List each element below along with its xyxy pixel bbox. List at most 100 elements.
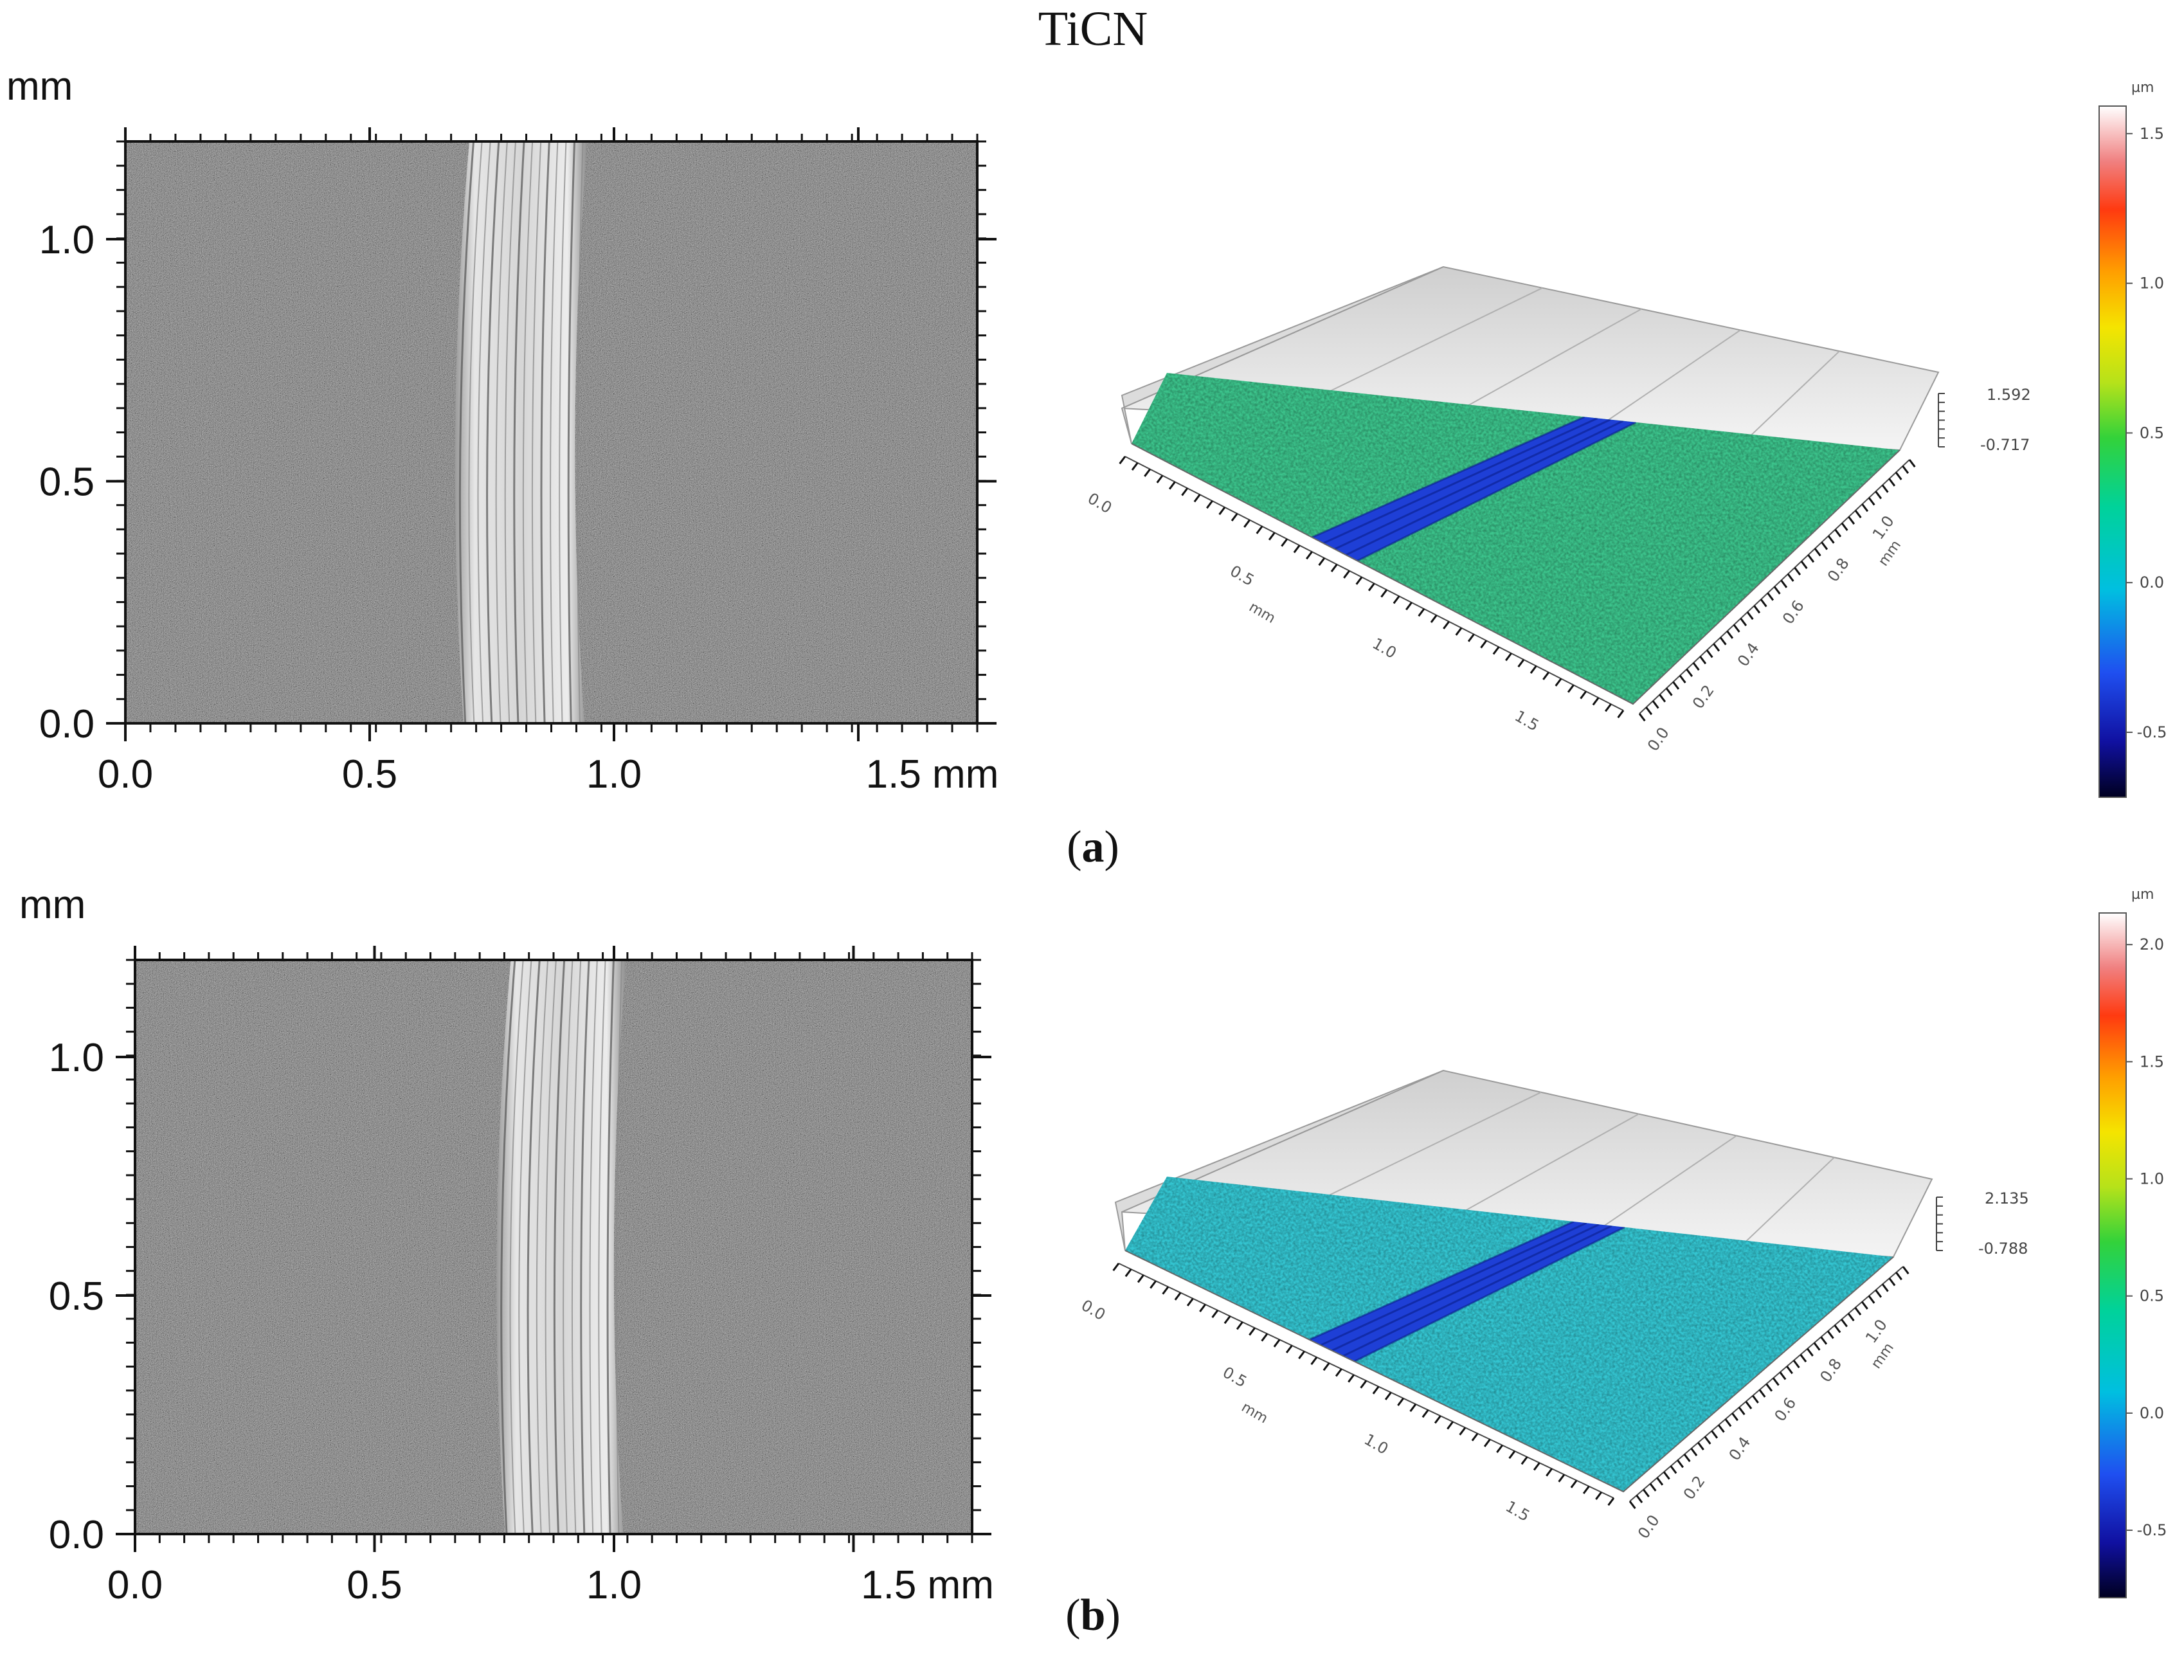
minor-tick [1181,487,1189,496]
minor-tick [1834,1324,1841,1333]
x3d-unit-label: mm [1246,599,1278,627]
minor-tick [1580,691,1587,700]
minor-tick [1211,1310,1219,1319]
minor-tick [1261,1333,1268,1342]
groove-ridge [1353,1226,1625,1362]
track-groove-line [518,960,532,1534]
track-groove-line [615,960,623,1534]
colorbar-tick-label: 1.5 [2140,1052,2164,1070]
colorbar-tick-label: 0.0 [2140,1404,2164,1422]
caption-open: ( [1067,822,1081,872]
minor-tick [1298,1350,1305,1359]
z-max-label: 2.135 [1985,1189,2029,1207]
minor-tick [1567,684,1575,693]
surface-edge [1131,443,1900,705]
minor-tick [1236,1321,1243,1330]
minor-tick [1656,1477,1664,1486]
colorbar-gradient [2098,105,2127,798]
minor-tick [1144,468,1151,477]
wear-track [455,141,588,723]
minor-tick [1384,1391,1392,1400]
minor-tick [1792,1360,1800,1369]
minor-tick [1699,656,1707,665]
minor-tick [1343,570,1350,579]
minor-tick [1834,528,1842,537]
y3d-tick-label: 0.4 [1726,1433,1755,1463]
minor-tick [1724,1418,1732,1427]
x-tick-label: 0.5 [347,1563,402,1607]
track-groove-line [486,141,500,723]
colorbar-tick-label: 1.0 [2140,1170,2164,1188]
track-groove-line [563,960,573,1534]
wear-groove [1309,1222,1625,1362]
colorbar-gradient [2098,912,2127,1598]
y3d-tick-label: 0.0 [1634,1512,1663,1542]
minor-tick [1868,497,1875,506]
minor-tick [1875,1289,1882,1298]
colorbar-tick-label: 0.5 [2140,424,2164,442]
surface-edge [1124,1250,1894,1493]
groove-ridge [1334,419,1611,550]
minor-tick [1249,1327,1256,1336]
minor-tick [1380,589,1388,598]
micrograph: 0.0 0.5 1.0 1.5 mm 0.0 0.5 1.0 mm [6,64,998,797]
y-tick-label: 0.0 [49,1513,104,1557]
minor-tick [1193,494,1201,503]
x3d-tick-label: 1.5 [1512,707,1542,735]
track-groove-line [577,141,584,723]
minor-tick [1875,491,1882,500]
track-groove-line [522,141,534,723]
x3d-tick-label: 1.0 [1361,1431,1391,1458]
y3d-tick-label: 0.6 [1779,597,1808,628]
x-tick-label: 1.0 [586,1563,642,1607]
panel-caption: (a) [1067,822,1119,872]
minor-tick [1306,551,1313,560]
minor-tick [1686,668,1693,677]
minor-tick [1827,1330,1834,1339]
minor-tick [1731,1413,1738,1422]
panel-b: 0.0 0.5 1.0 1.5 mm 0.0 0.5 1.0 mm 0.0 0.5 1.0 1.5 mm… [19,883,2167,1640]
minor-tick [1908,459,1916,468]
minor-tick [1367,583,1375,592]
minor-tick [1521,1456,1528,1465]
track-groove-line [589,960,598,1534]
y3d-tick-label: 0.4 [1734,639,1763,669]
minor-tick [1467,633,1475,642]
minor-tick [1814,548,1821,557]
y-tick-label: 1.0 [49,1036,104,1080]
groove-ridge [1331,1224,1600,1351]
minor-tick [1124,1269,1132,1278]
colorbar-tick-label: 0.5 [2140,1287,2164,1305]
minor-tick [1719,637,1727,646]
y3d-tick-label: 0.2 [1680,1472,1709,1503]
minor-tick [1760,599,1767,608]
minor-tick [1268,532,1276,541]
minor-tick [1150,1280,1157,1289]
y3d-tick-label: 1.0 [1869,512,1898,543]
minor-tick [1841,522,1848,531]
groove-ridge [1320,1222,1587,1346]
minor-tick [1256,525,1263,534]
track-groove-line [504,141,516,723]
left-wall [1121,266,1444,444]
y-unit-label: mm [19,883,86,927]
x3d-tick-label: 0.5 [1220,1363,1250,1391]
minor-tick [1285,1344,1293,1353]
y-tick-label: 0.5 [39,460,95,505]
track-groove-line [495,141,508,723]
minor-tick [1281,538,1288,547]
y-tick-label: 0.0 [39,702,95,746]
minor-tick [1767,592,1774,601]
minor-tick [1758,1389,1766,1398]
minor-tick [1555,678,1562,687]
minor-tick [1447,1421,1454,1430]
x-tick-label: 0.0 [98,752,153,797]
minor-tick [1310,1357,1318,1366]
minor-tick [1854,1306,1862,1315]
minor-tick [1231,512,1238,521]
track-groove-line [527,960,541,1534]
minor-tick [1430,614,1438,623]
caption-close: ) [1105,1591,1120,1640]
x-tick-label: 1.5 mm [866,752,999,797]
